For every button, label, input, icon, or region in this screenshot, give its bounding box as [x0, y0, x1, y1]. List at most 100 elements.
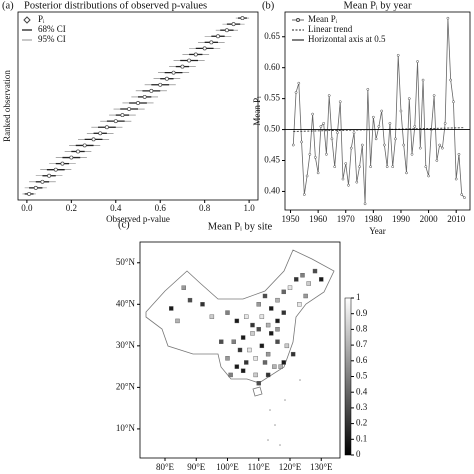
point	[410, 152, 414, 156]
point	[452, 100, 455, 104]
point	[399, 109, 403, 113]
site	[265, 322, 271, 328]
point	[76, 149, 80, 154]
y-tick-label: 30°N	[116, 340, 136, 350]
point	[349, 146, 353, 150]
site	[250, 322, 255, 328]
colorbar-tick-label: 0.4	[356, 386, 368, 396]
plot-frame	[284, 11, 471, 211]
y-tick-label: 50°N	[116, 257, 136, 267]
point	[432, 94, 436, 97]
point	[383, 143, 386, 147]
site	[244, 360, 249, 365]
site	[240, 368, 246, 373]
site	[297, 302, 302, 307]
site	[269, 306, 274, 311]
point	[53, 167, 58, 172]
point	[418, 146, 422, 150]
site	[209, 314, 215, 319]
point	[413, 125, 417, 128]
site	[275, 339, 280, 344]
site	[256, 327, 261, 332]
colorbar-tick-label: 0.3	[356, 402, 368, 412]
site	[281, 289, 286, 295]
site	[272, 364, 277, 369]
point	[314, 156, 317, 159]
point	[402, 143, 406, 147]
site	[234, 318, 240, 324]
x-tick-label: 1970	[337, 214, 356, 224]
point	[374, 137, 378, 141]
x-tick-label: 1950	[282, 214, 301, 224]
y-tick-label: 0.65	[264, 31, 280, 41]
point	[69, 155, 74, 160]
point	[385, 165, 389, 169]
x-tick-label: 130°E	[310, 462, 333, 472]
plot-frame	[139, 241, 341, 459]
point	[302, 193, 306, 196]
china-outline	[145, 249, 335, 384]
point	[347, 183, 350, 187]
x-label: Observed p-value	[106, 214, 170, 224]
point	[394, 137, 397, 141]
point	[457, 152, 461, 156]
x-tick-label: 1980	[364, 214, 383, 224]
site	[290, 351, 296, 357]
x-tick-label: 1990	[392, 214, 411, 224]
point	[341, 177, 345, 181]
point	[216, 34, 220, 39]
y-tick-label: 0.45	[264, 155, 280, 165]
x-tick-label: 0.8	[199, 203, 211, 213]
point	[316, 171, 320, 175]
x-tick-label: 0.4	[110, 203, 122, 213]
point	[294, 91, 298, 94]
site	[319, 277, 324, 282]
point	[127, 107, 132, 111]
site	[253, 356, 258, 361]
site	[240, 335, 246, 340]
point	[308, 152, 312, 156]
site	[281, 310, 286, 315]
site	[250, 331, 255, 336]
site	[219, 339, 224, 344]
x-label: Year	[369, 226, 386, 236]
site	[247, 347, 252, 353]
colorbar-tick-label: 1	[356, 292, 361, 302]
point	[463, 196, 466, 199]
panel-label: (a)	[2, 0, 14, 11]
point	[435, 159, 439, 162]
x-tick-label: 2000	[420, 214, 439, 224]
point	[319, 125, 323, 128]
point	[396, 53, 400, 57]
point	[136, 101, 140, 105]
colorbar-tick-label: 0.9	[356, 308, 368, 318]
legend-label: Pᵢ	[38, 14, 45, 24]
point	[158, 82, 163, 87]
point	[291, 143, 295, 147]
point	[193, 52, 198, 57]
colorbar-tick-label: 0.7	[356, 339, 368, 349]
plot-frame	[17, 11, 259, 201]
point	[352, 131, 356, 135]
site	[225, 356, 230, 361]
title: Mean Pᵢ by year	[344, 0, 412, 11]
x-tick-label: 2010	[447, 214, 466, 224]
y-tick-label: 40°N	[116, 298, 136, 308]
title: Posterior distributions of observed p-va…	[24, 0, 207, 11]
point	[297, 81, 301, 85]
point	[443, 122, 447, 125]
legend-label: 95% CI	[38, 34, 66, 44]
colorbar-tick-label: 0.5	[356, 371, 368, 381]
point	[33, 185, 38, 190]
site	[284, 343, 290, 349]
site	[256, 302, 261, 307]
x-tick-label: 0.0	[21, 203, 33, 213]
line	[292, 18, 465, 204]
legend-label: Horizontal axis at 0.5	[308, 34, 386, 44]
site	[256, 381, 261, 386]
point	[358, 165, 361, 169]
title: Mean Pᵢ by site	[208, 221, 273, 232]
point	[82, 143, 87, 148]
colorbar-tick-label: 0.2	[356, 418, 367, 428]
